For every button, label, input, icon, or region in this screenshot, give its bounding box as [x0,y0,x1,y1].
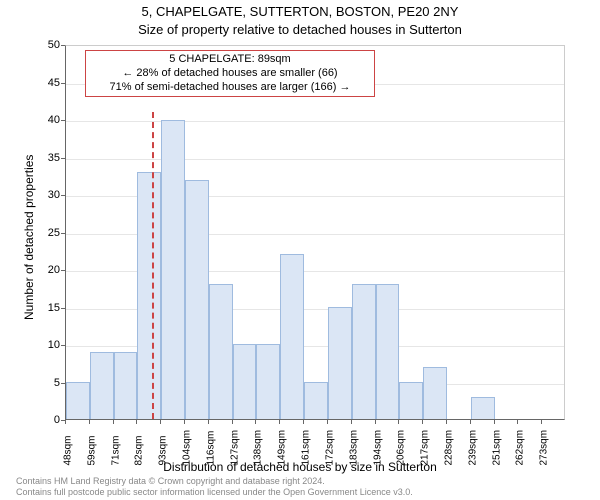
xtick-mark [279,420,280,424]
xtick-mark [398,420,399,424]
xtick-mark [232,420,233,424]
xtick-mark [351,420,352,424]
xtick-mark [494,420,495,424]
callout-line-1: 5 CHAPELGATE: 89sqm [92,53,368,67]
histogram-bar [233,344,257,419]
histogram-bar [161,120,185,419]
ytick-mark [61,195,65,196]
xtick-mark [184,420,185,424]
histogram-bar [352,284,376,419]
histogram-bar [90,352,114,419]
ytick-label: 30 [30,189,60,201]
xtick-mark [517,420,518,424]
gridline [66,121,564,122]
xtick-mark [446,420,447,424]
ytick-mark [61,345,65,346]
xtick-mark [422,420,423,424]
page-title: 5, CHAPELGATE, SUTTERTON, BOSTON, PE20 2… [0,4,600,19]
footer-line-2: Contains full postcode public sector inf… [16,487,413,497]
histogram-bar [328,307,352,419]
ytick-mark [61,308,65,309]
xtick-mark [375,420,376,424]
ytick-label: 10 [30,339,60,351]
xtick-mark [541,420,542,424]
attribution-footer: Contains HM Land Registry data © Crown c… [16,476,413,497]
histogram-bar [304,382,328,419]
xtick-mark [113,420,114,424]
property-marker-line [152,112,154,420]
histogram-bar [280,254,304,419]
callout-line-2: ← 28% of detached houses are smaller (66… [92,67,368,81]
ytick-label: 50 [30,39,60,51]
ytick-mark [61,83,65,84]
ytick-mark [61,383,65,384]
xtick-mark [136,420,137,424]
xtick-mark [160,420,161,424]
footer-line-1: Contains HM Land Registry data © Crown c… [16,476,413,486]
xtick-mark [303,420,304,424]
ytick-mark [61,158,65,159]
histogram-bar [209,284,233,419]
chart-root: { "title_line1": "5, CHAPELGATE, SUTTERT… [0,0,600,500]
x-axis-label: Distribution of detached houses by size … [0,460,600,474]
ytick-label: 5 [30,377,60,389]
chart-subtitle: Size of property relative to detached ho… [0,22,600,37]
histogram-bar [114,352,138,419]
ytick-label: 35 [30,152,60,164]
histogram-bar [471,397,495,419]
xtick-mark [470,420,471,424]
histogram-bar [423,367,447,419]
histogram-bar [66,382,90,419]
gridline [66,159,564,160]
ytick-mark [61,233,65,234]
histogram-bar [399,382,423,419]
histogram-bar [376,284,400,419]
ytick-label: 25 [30,227,60,239]
histogram-plot [65,45,565,420]
xtick-mark [255,420,256,424]
histogram-bar [185,180,209,419]
ytick-label: 40 [30,114,60,126]
histogram-bar [256,344,280,419]
histogram-bar [137,172,161,419]
ytick-label: 0 [30,414,60,426]
callout-line-3: 71% of semi-detached houses are larger (… [92,81,368,95]
ytick-mark [61,120,65,121]
ytick-mark [61,270,65,271]
property-callout: 5 CHAPELGATE: 89sqm← 28% of detached hou… [85,50,375,97]
ytick-label: 15 [30,302,60,314]
xtick-mark [208,420,209,424]
ytick-mark [61,45,65,46]
xtick-mark [89,420,90,424]
ytick-label: 20 [30,264,60,276]
xtick-mark [327,420,328,424]
xtick-mark [65,420,66,424]
ytick-label: 45 [30,77,60,89]
